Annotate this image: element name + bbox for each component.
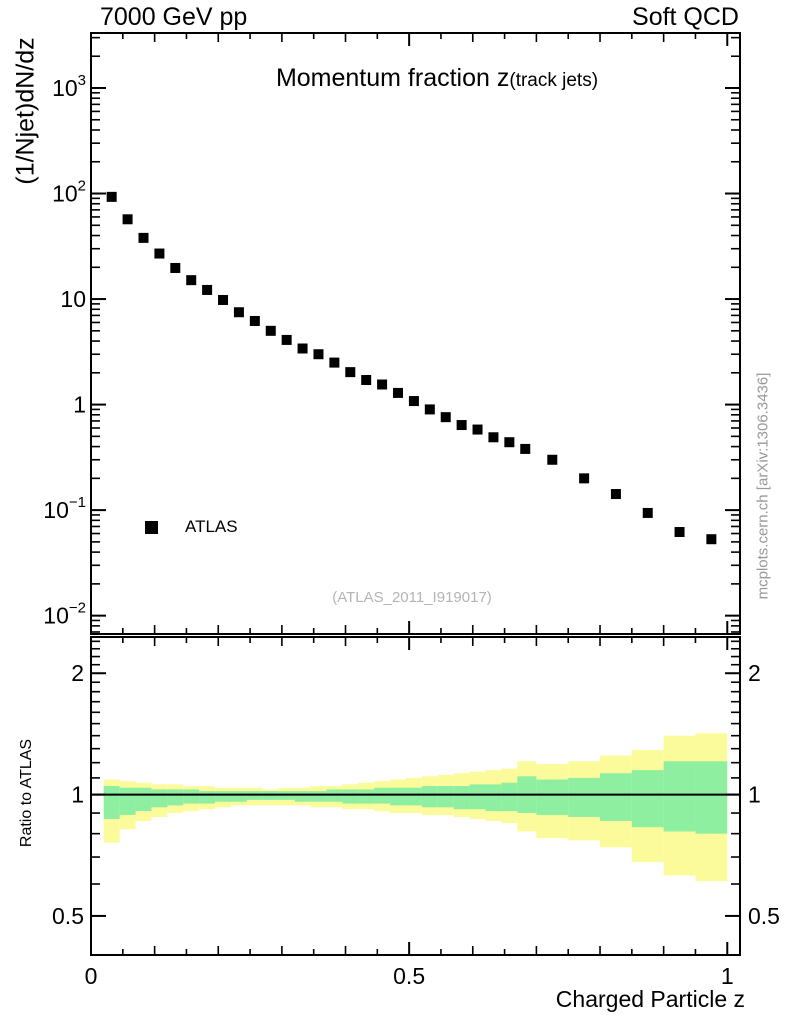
header-beam-energy: 7000 GeV pp bbox=[100, 3, 248, 31]
svg-text:0.5: 0.5 bbox=[393, 963, 425, 989]
legend-label: ATLAS bbox=[185, 517, 238, 536]
svg-text:0.5: 0.5 bbox=[748, 903, 780, 929]
svg-text:10−1: 10−1 bbox=[43, 494, 86, 523]
plot-title-main: Momentum fraction z bbox=[275, 64, 510, 92]
svg-text:1: 1 bbox=[73, 392, 86, 418]
plot-title-sub: (track jets) bbox=[509, 70, 599, 91]
svg-text:102: 102 bbox=[52, 178, 86, 207]
svg-text:1: 1 bbox=[748, 782, 761, 808]
legend-square-marker-icon bbox=[145, 521, 158, 534]
svg-text:1: 1 bbox=[71, 782, 84, 808]
svg-text:0.5: 0.5 bbox=[52, 903, 84, 929]
watermark-analysis-id: (ATLAS_2011_I919017) bbox=[332, 589, 492, 606]
svg-text:10−2: 10−2 bbox=[43, 600, 86, 629]
header-process-group: Soft QCD bbox=[632, 3, 739, 31]
svg-text:10: 10 bbox=[60, 286, 86, 312]
svg-text:2: 2 bbox=[71, 660, 84, 686]
plot-title: Momentum fraction z(track jets) bbox=[276, 64, 598, 93]
svg-text:1: 1 bbox=[721, 963, 734, 989]
svg-text:0: 0 bbox=[85, 963, 98, 989]
x-axis-title: Charged Particle z bbox=[555, 986, 745, 1012]
svg-text:103: 103 bbox=[52, 72, 86, 101]
svg-text:2: 2 bbox=[748, 660, 761, 686]
